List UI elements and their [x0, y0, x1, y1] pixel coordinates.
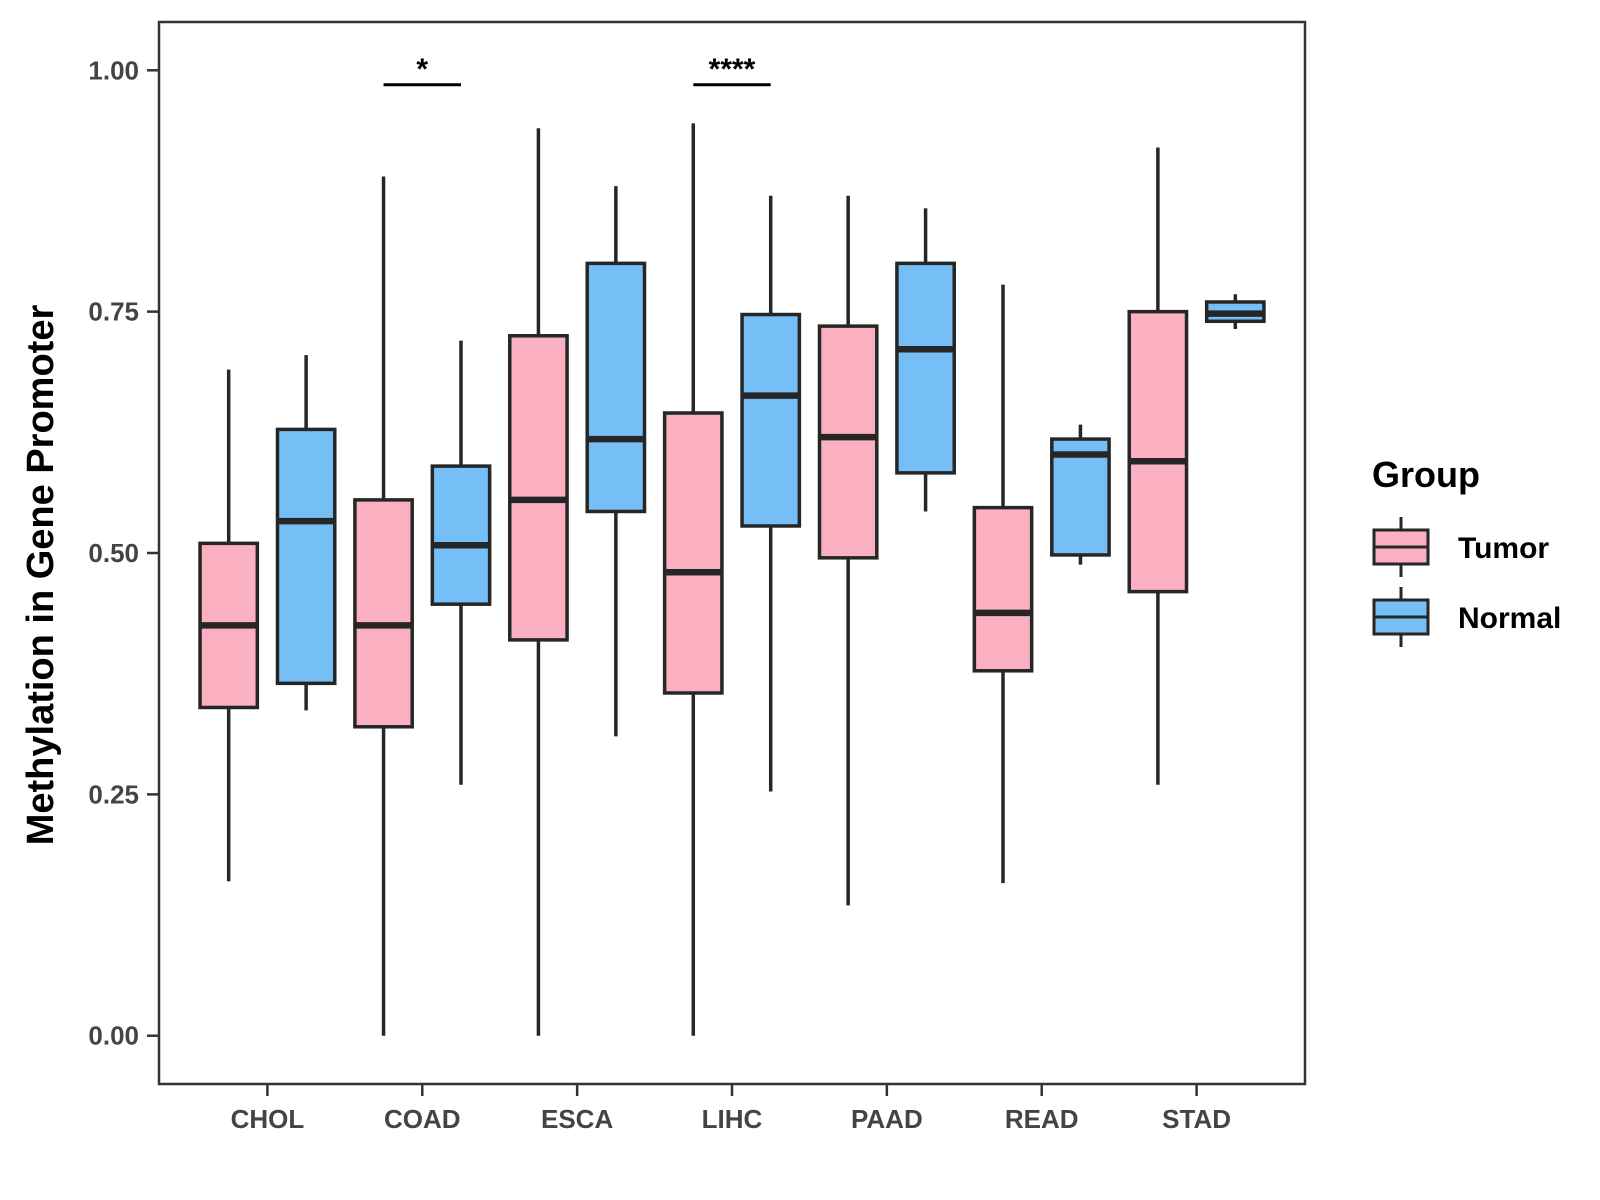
x-tick-label: CHOL [231, 1104, 305, 1134]
box-esca-tumor [508, 128, 569, 1036]
box-iqr [508, 334, 569, 642]
x-tick-label: COAD [384, 1104, 461, 1134]
legend-label-tumor: Tumor [1458, 532, 1549, 565]
box-paad-normal [895, 208, 956, 512]
box-lihc-normal [740, 195, 802, 792]
box-iqr [817, 324, 879, 560]
box-coad-tumor [353, 176, 414, 1036]
box-read-normal [1050, 424, 1111, 565]
box-iqr [1127, 309, 1189, 594]
significance-coad: * [383, 53, 461, 87]
box-iqr [662, 411, 724, 695]
box-lihc-tumor [662, 123, 724, 1036]
legend-title: Group [1372, 454, 1480, 495]
significance-label: * [416, 53, 428, 86]
legend: Group Tumor Normal [1372, 454, 1561, 647]
x-axis: CHOL COAD ESCA LIHC PAAD READ STAD [231, 1084, 1231, 1134]
significance-lihc: **** [693, 53, 771, 87]
box-iqr [972, 505, 1034, 673]
box-chol-normal [275, 355, 337, 711]
x-tick-label: PAAD [851, 1104, 923, 1134]
y-tick-label: 1.00 [88, 55, 139, 85]
box-paad-tumor [817, 195, 879, 906]
box-coad-normal [430, 340, 492, 785]
y-tick-label: 0.25 [88, 779, 139, 809]
box-iqr [1050, 437, 1111, 557]
y-axis-title: Methylation in Gene Promoter [20, 305, 62, 846]
box-iqr [275, 427, 337, 686]
box-chol-tumor [198, 369, 260, 882]
x-tick-label: ESCA [541, 1104, 613, 1134]
box-stad-normal [1204, 294, 1266, 330]
x-tick-label: LIHC [702, 1104, 763, 1134]
box-esca-normal [585, 186, 647, 737]
box-read-tumor [972, 284, 1034, 884]
legend-item-normal: Normal [1372, 587, 1561, 647]
y-tick-label: 0.75 [88, 297, 139, 327]
box-iqr [430, 464, 492, 606]
x-tick-label: STAD [1162, 1104, 1231, 1134]
box-iqr [353, 498, 414, 729]
y-tick-label: 0.00 [88, 1021, 139, 1051]
legend-item-tumor: Tumor [1372, 517, 1549, 577]
plot-marks: * **** [198, 53, 1266, 1036]
box-iqr [740, 312, 802, 528]
box-iqr [585, 261, 647, 514]
y-tick-label: 0.50 [88, 538, 139, 568]
significance-label: **** [709, 53, 756, 86]
box-iqr [895, 261, 956, 475]
x-tick-label: READ [1005, 1104, 1079, 1134]
y-axis: 0.00 0.25 0.50 0.75 1.00 [88, 55, 159, 1051]
box-stad-tumor [1127, 147, 1189, 785]
legend-label-normal: Normal [1458, 602, 1561, 635]
